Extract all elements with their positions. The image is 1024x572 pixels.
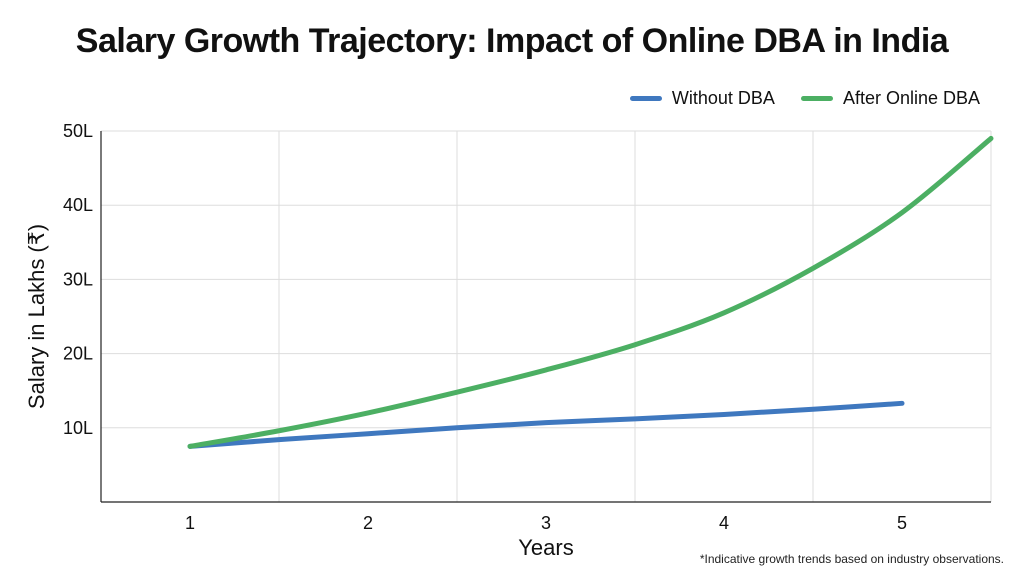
x-tick-label: 3 bbox=[541, 513, 551, 533]
y-tick-label: 20L bbox=[63, 344, 93, 364]
legend-label-without-dba: Without DBA bbox=[671, 88, 775, 108]
legend-label-after-online-dba: After Online DBA bbox=[842, 88, 980, 108]
legend-swatch-after-online-dba bbox=[800, 96, 833, 101]
x-tick-label: 2 bbox=[363, 513, 373, 533]
legend-item-without-dba: Without DBA bbox=[629, 88, 775, 109]
legend-swatch-without-dba bbox=[629, 96, 662, 101]
x-tick-label: 4 bbox=[719, 513, 729, 533]
series-line-after-online-dba bbox=[187, 135, 994, 449]
x-axis-title: Years bbox=[518, 535, 573, 560]
legend-item-after-online-dba: After Online DBA bbox=[800, 88, 980, 109]
footnote: *Indicative growth trends based on indus… bbox=[699, 552, 1004, 566]
y-tick-label: 30L bbox=[63, 269, 93, 289]
y-tick-label: 50L bbox=[63, 121, 93, 141]
legend: Without DBA After Online DBA bbox=[629, 88, 980, 109]
x-tick-label: 1 bbox=[185, 513, 195, 533]
y-tick-label: 40L bbox=[63, 195, 93, 215]
series-line-without-dba bbox=[187, 400, 905, 449]
y-axis-title: Salary in Lakhs (₹) bbox=[24, 224, 49, 409]
x-tick-label: 5 bbox=[897, 513, 907, 533]
chart-title: Salary Growth Trajectory: Impact of Onli… bbox=[75, 22, 949, 60]
y-tick-label: 10L bbox=[63, 418, 93, 438]
